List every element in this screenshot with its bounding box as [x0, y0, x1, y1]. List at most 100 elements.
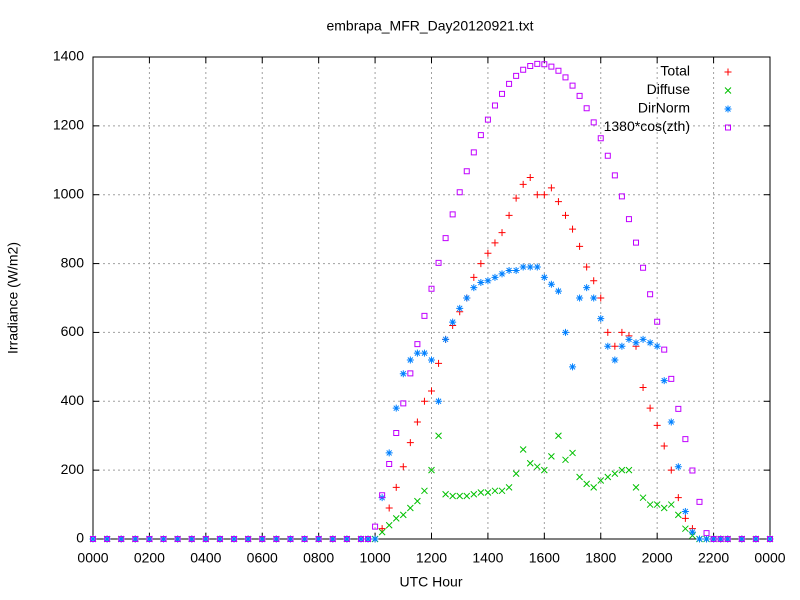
point: [399, 511, 407, 519]
point: [385, 449, 393, 457]
point: [406, 504, 414, 512]
point: [498, 487, 506, 495]
legend-label: Diffuse: [647, 81, 691, 97]
point: [660, 377, 668, 385]
x-tick-label: 0600: [247, 550, 278, 566]
point: [767, 536, 773, 542]
point: [618, 466, 626, 474]
point: [378, 528, 386, 536]
x-tick-label: 0200: [134, 550, 165, 566]
point: [357, 536, 364, 542]
point: [569, 82, 576, 89]
x-tick-label: 1200: [416, 550, 447, 566]
point: [724, 536, 731, 542]
point: [632, 484, 640, 491]
point: [625, 335, 633, 343]
chart-title: embrapa_MFR_Day20120921.txt: [326, 18, 533, 34]
point: [146, 536, 153, 542]
point: [667, 501, 675, 508]
point: [435, 259, 442, 266]
point: [435, 432, 442, 440]
point: [604, 328, 612, 336]
point: [420, 397, 428, 405]
point: [710, 536, 717, 542]
point: [505, 484, 513, 491]
point: [526, 459, 534, 467]
point: [456, 189, 463, 196]
point: [646, 404, 654, 412]
point: [259, 536, 266, 542]
point: [315, 535, 323, 543]
point: [174, 535, 182, 543]
point: [653, 342, 661, 350]
point: [597, 294, 605, 302]
x-tick-label: 1600: [529, 550, 560, 566]
point: [555, 67, 562, 74]
point: [428, 387, 435, 395]
point: [533, 191, 541, 199]
point: [379, 492, 386, 499]
point: [541, 61, 548, 68]
point: [540, 273, 548, 281]
point: [590, 277, 598, 285]
point: [498, 229, 506, 237]
point: [456, 492, 464, 500]
point: [646, 501, 654, 508]
point: [640, 264, 647, 271]
point: [160, 535, 168, 543]
point: [611, 342, 619, 350]
point: [548, 63, 555, 70]
point: [132, 536, 139, 542]
point: [569, 225, 577, 233]
legend-marker: [724, 105, 732, 113]
point: [505, 266, 513, 274]
point: [463, 168, 470, 175]
point: [738, 535, 746, 543]
point: [505, 211, 513, 219]
point: [534, 60, 541, 67]
point: [597, 477, 605, 484]
y-tick-label: 1000: [53, 185, 84, 201]
point: [590, 484, 598, 491]
point: [547, 280, 555, 288]
point: [674, 511, 682, 519]
point: [103, 535, 111, 543]
point: [406, 439, 414, 447]
point: [548, 453, 555, 460]
point: [519, 446, 527, 453]
point: [435, 359, 443, 367]
point: [703, 530, 710, 537]
point: [540, 191, 548, 199]
y-tick-label: 0: [76, 530, 84, 546]
point: [625, 466, 633, 474]
point: [682, 436, 689, 443]
x-tick-label: 2000: [642, 550, 673, 566]
x-tick-label: 1000: [360, 550, 391, 566]
point: [287, 536, 294, 542]
point: [576, 92, 583, 99]
point: [674, 463, 682, 471]
point: [131, 535, 139, 543]
point: [484, 277, 492, 285]
point: [399, 463, 407, 471]
point: [576, 294, 584, 302]
y-tick-label: 800: [61, 254, 85, 270]
point: [611, 172, 618, 179]
point: [660, 504, 668, 512]
point: [668, 375, 675, 382]
point: [590, 294, 598, 302]
point: [633, 239, 640, 246]
point: [145, 535, 153, 543]
point: [89, 535, 97, 543]
point: [717, 535, 725, 543]
point: [583, 105, 590, 112]
point: [519, 263, 527, 271]
point: [463, 294, 471, 302]
y-tick-label: 1400: [53, 48, 84, 64]
point: [752, 536, 759, 542]
point: [674, 494, 682, 502]
point: [442, 490, 449, 498]
x-tick-label: 0000: [77, 550, 108, 566]
point: [329, 536, 336, 542]
